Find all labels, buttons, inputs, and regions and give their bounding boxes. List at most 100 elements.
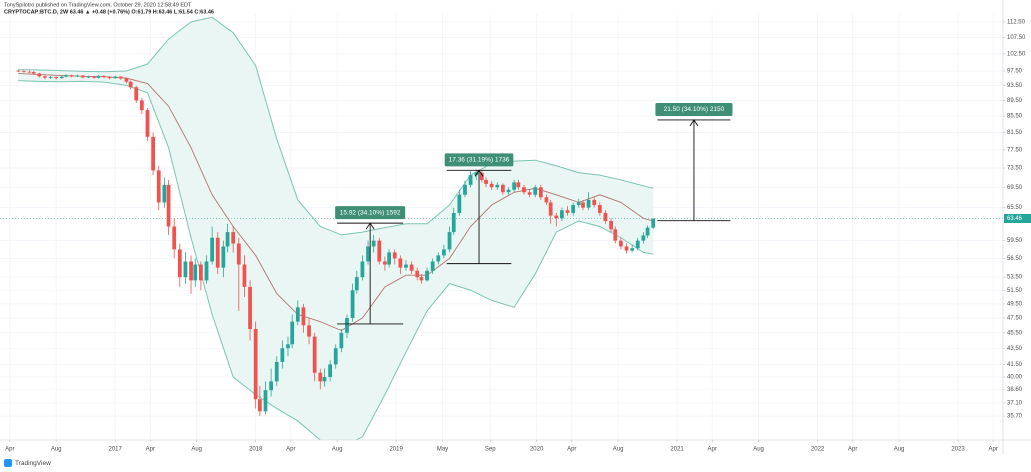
candle-body <box>31 72 36 74</box>
candle-body <box>624 246 629 251</box>
x-tick-label: Aug <box>191 447 202 453</box>
candle-body <box>75 75 80 77</box>
y-tick-label: 81.50 <box>1007 130 1023 136</box>
x-tick-label: Apr <box>286 447 295 453</box>
candle-body <box>221 246 226 268</box>
y-tick-label: 65.50 <box>1007 205 1023 211</box>
candle-body <box>248 286 252 330</box>
x-tick-label: 2022 <box>811 447 825 453</box>
measure-label: 15.92 (34.10%) 1592 <box>340 209 401 216</box>
candle-body <box>463 184 467 195</box>
candle-body <box>16 70 21 72</box>
measure-label: 21.50 (34.10%) 2150 <box>664 106 725 113</box>
candle-body <box>166 184 171 227</box>
candle-body <box>198 264 203 281</box>
candle-body <box>96 75 101 78</box>
candle-body <box>527 192 532 195</box>
candle-body <box>457 194 462 213</box>
candle-body <box>447 232 452 250</box>
band-fill <box>18 17 654 440</box>
candle-body <box>495 184 500 188</box>
y-tick-label: 77.50 <box>1007 147 1023 153</box>
candle-body <box>145 110 150 137</box>
candle-body <box>92 76 97 78</box>
candle-body <box>118 76 123 79</box>
candle-body <box>21 71 26 72</box>
candle-body <box>512 182 517 190</box>
y-tick-label: 107.50 <box>1007 35 1026 41</box>
candle-body <box>603 212 608 222</box>
candle-body <box>613 229 618 241</box>
candle-body <box>436 255 441 262</box>
x-tick-label: Apr <box>988 447 997 453</box>
candle-body <box>592 199 597 206</box>
candle-body <box>651 218 656 228</box>
logo-text[interactable]: TradingView <box>15 460 51 467</box>
candle-body <box>193 264 198 281</box>
candle-body <box>554 215 559 219</box>
candle-body <box>630 248 635 251</box>
candle-body <box>544 197 549 203</box>
candle-body <box>322 377 327 382</box>
candle-body <box>290 321 295 345</box>
x-tick-label: 2020 <box>530 447 544 453</box>
candle-body <box>360 261 365 278</box>
measure-label: 17.36 (31.19%) 1736 <box>449 157 510 164</box>
candle-body <box>586 199 591 208</box>
x-tick-label: Apr <box>5 447 14 453</box>
candle-body <box>430 261 435 271</box>
y-tick-label: 43.50 <box>1007 346 1023 352</box>
arrow-head <box>474 169 484 177</box>
measure-label-box <box>655 102 733 116</box>
candle-body <box>210 237 215 262</box>
candle-body <box>354 277 359 291</box>
candle-body <box>162 184 167 203</box>
x-tick-label: Apr <box>848 447 857 453</box>
candle-body <box>242 264 247 287</box>
candle-body <box>128 81 133 88</box>
measure-label-box <box>444 153 514 167</box>
x-tick-label: 2018 <box>249 447 263 453</box>
y-tick-label: 41.50 <box>1007 362 1023 368</box>
candle-body <box>415 270 420 278</box>
candle-body <box>641 235 646 241</box>
last-price-box <box>1004 214 1031 224</box>
candle-body <box>479 172 484 180</box>
candle-body <box>468 175 473 185</box>
y-tick-label: 49.50 <box>1007 301 1023 307</box>
y-tick-label: 45.50 <box>1007 330 1023 336</box>
y-tick-label: 35.70 <box>1007 414 1023 420</box>
candle-body <box>156 170 161 203</box>
candle-body <box>177 249 182 278</box>
candle-body <box>54 77 59 79</box>
candle-body <box>64 75 68 77</box>
candle-body <box>107 77 112 79</box>
candle-body <box>274 361 279 382</box>
candle-body <box>333 348 338 365</box>
y-tick-label: 51.50 <box>1007 288 1023 294</box>
y-tick-label: 53.50 <box>1007 275 1023 281</box>
candle-body <box>80 75 85 78</box>
candle-body <box>489 183 494 188</box>
x-tick-label: Aug <box>894 447 905 453</box>
candle-body <box>151 136 156 171</box>
candle-body <box>86 76 91 78</box>
candle-body <box>442 249 446 256</box>
candle-body <box>189 261 193 281</box>
candle-body <box>371 240 376 247</box>
candle-body <box>409 264 414 271</box>
x-tick-label: Apr <box>567 447 576 453</box>
candle-body <box>350 290 355 319</box>
last-price-label: 63.46 <box>1007 216 1023 222</box>
candle-body <box>253 329 258 400</box>
candle-body <box>506 189 511 193</box>
candle-body <box>533 187 538 195</box>
candle-body <box>425 270 429 281</box>
candle-body <box>516 182 521 188</box>
upper-band <box>18 16 654 236</box>
candle-body <box>102 75 106 78</box>
x-tick-label: Aug <box>51 447 62 453</box>
candle-body <box>257 399 262 412</box>
y-tick-label: 47.50 <box>1007 316 1023 322</box>
candle-body <box>269 381 274 391</box>
